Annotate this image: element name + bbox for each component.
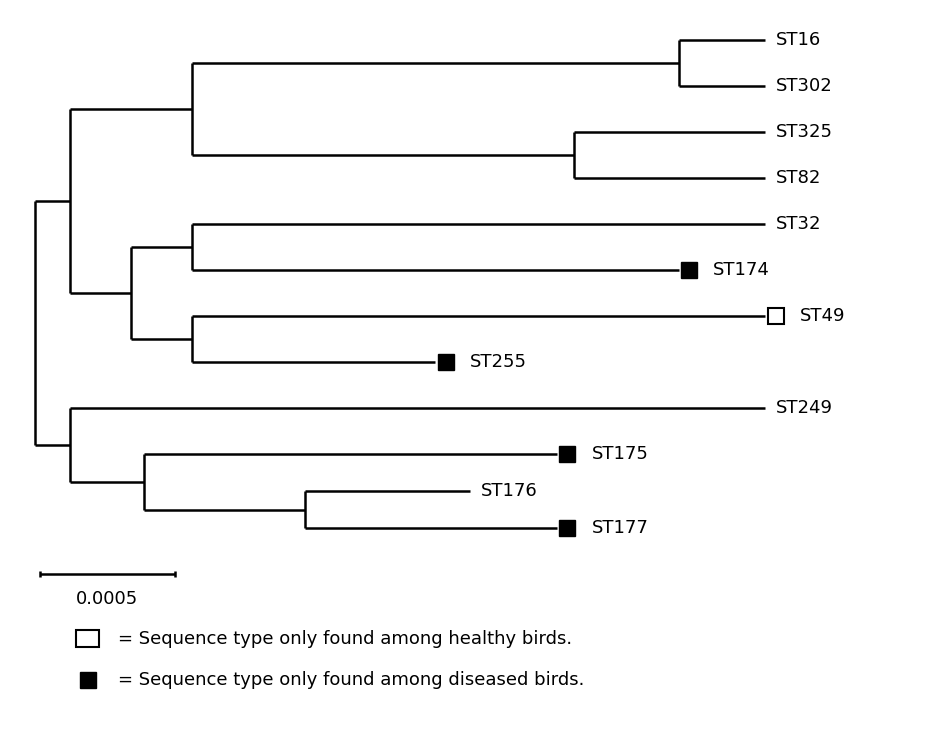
Text: ST177: ST177 — [591, 519, 649, 537]
Text: ST175: ST175 — [591, 445, 649, 464]
Text: ST249: ST249 — [776, 399, 833, 417]
Text: = Sequence type only found among healthy birds.: = Sequence type only found among healthy… — [118, 630, 572, 648]
Text: ST302: ST302 — [776, 77, 833, 95]
Text: 0.0005: 0.0005 — [76, 590, 138, 608]
Text: ST255: ST255 — [470, 353, 527, 371]
Text: ST49: ST49 — [800, 307, 846, 325]
Text: = Sequence type only found among diseased birds.: = Sequence type only found among disease… — [118, 671, 585, 689]
Text: ST174: ST174 — [713, 261, 770, 279]
Bar — [76, 631, 99, 647]
Text: ST16: ST16 — [776, 31, 822, 49]
Text: ST325: ST325 — [776, 122, 833, 141]
Text: ST32: ST32 — [776, 215, 822, 233]
Text: ST176: ST176 — [480, 483, 537, 500]
Text: ST82: ST82 — [776, 169, 822, 187]
